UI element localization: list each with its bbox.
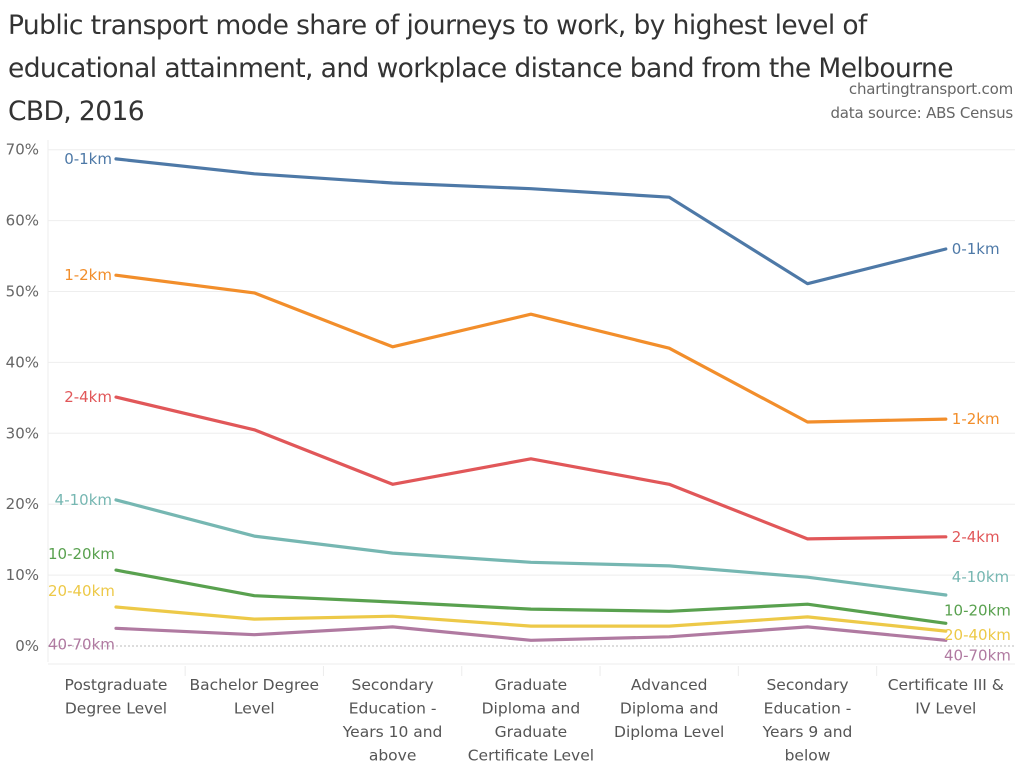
y-tick-label: 30% xyxy=(6,424,39,442)
y-tick-label: 50% xyxy=(6,283,39,301)
x-tick-label-line: Diploma Level xyxy=(614,723,724,741)
series-start-label: 4-10km xyxy=(55,491,112,509)
series-end-label: 10-20km xyxy=(944,601,1011,619)
series-end-label: 1-2km xyxy=(952,410,1000,428)
x-tick-label: Bachelor Degree Level xyxy=(190,676,320,718)
x-tick-label-line: Degree Level xyxy=(65,700,167,718)
x-tick-label: Secondary Education - Years 10 and above xyxy=(342,676,443,765)
x-tick-label-line: Certificate III & xyxy=(888,676,1004,694)
x-tick-label: Certificate III & IV Level xyxy=(888,676,1004,718)
series-start-label: 1-2km xyxy=(64,266,112,284)
x-tick-label-line: Certificate Level xyxy=(468,747,594,765)
series-line-2-4km xyxy=(114,395,948,541)
series-start-label: 20-40km xyxy=(48,582,115,600)
credit-site: chartingtransport.com xyxy=(848,80,1013,98)
x-tick-label: Graduate Diploma and Graduate Certificate L… xyxy=(468,676,594,765)
y-tick-label: 20% xyxy=(6,495,39,513)
series-start-label: 0-1km xyxy=(64,150,112,168)
series-start-label: 40-70km xyxy=(48,635,115,653)
series-end-label: 4-10km xyxy=(952,568,1009,586)
series-end-label: 2-4km xyxy=(952,528,1000,546)
chart-title: Public transport mode share of journeys … xyxy=(8,10,954,127)
x-tick-label-line: Years 9 and xyxy=(762,723,853,741)
credit-source: data source: ABS Census xyxy=(830,104,1013,122)
x-tick-label-line: Secondary xyxy=(766,676,848,694)
x-tick-label-line: Diploma and xyxy=(482,700,581,718)
y-tick-label: 10% xyxy=(6,566,39,584)
x-tick-label-line: Education - xyxy=(349,700,437,718)
x-tick-label-line: Diploma and xyxy=(620,700,719,718)
x-tick-label-line: Education - xyxy=(764,700,852,718)
series-lines xyxy=(114,157,948,642)
x-tick-label-line: Secondary xyxy=(352,676,434,694)
x-tick-label-line: Bachelor Degree xyxy=(190,676,320,694)
series-labels: 0-1km 0-1km 1-2km 1-2km 2-4km 2-4km 4-10km 4-10… xyxy=(48,150,1011,664)
y-tick-label: 70% xyxy=(6,141,39,159)
x-tick-label-line: above xyxy=(369,747,417,765)
x-tick-label-line: Years 10 and xyxy=(342,723,443,741)
series-end-label: 0-1km xyxy=(952,240,1000,258)
x-tick-label-line: Level xyxy=(234,700,275,718)
x-tick-label-line: below xyxy=(785,747,831,765)
x-tick-label-line: IV Level xyxy=(915,700,976,718)
x-tick-label-line: Graduate xyxy=(495,676,568,694)
series-line-20-40km xyxy=(114,605,948,633)
y-tick-label: 60% xyxy=(6,212,39,230)
x-axis: Postgraduate Degree Level Bachelor Degree L… xyxy=(48,663,1015,765)
x-tick-label-line: Advanced xyxy=(631,676,708,694)
series-start-label: 2-4km xyxy=(64,388,112,406)
x-tick-label-line: Graduate xyxy=(495,723,568,741)
series-line-0-1km xyxy=(114,157,948,286)
series-line-4-10km xyxy=(114,498,948,597)
x-tick-label-line: Postgraduate xyxy=(65,676,168,694)
y-tick-label: 0% xyxy=(15,637,39,655)
series-end-label: 40-70km xyxy=(944,646,1011,664)
x-tick-label: Advanced Diploma and Diploma Level xyxy=(614,676,724,741)
gridlines xyxy=(47,140,1015,662)
x-tick-label: Secondary Education - Years 9 and below xyxy=(762,676,853,765)
series-start-label: 10-20km xyxy=(48,545,115,563)
y-tick-label: 40% xyxy=(6,353,39,371)
x-tick-label: Postgraduate Degree Level xyxy=(65,676,168,718)
series-line-10-20km xyxy=(114,568,948,625)
series-line-40-70km xyxy=(114,625,948,642)
series-line-1-2km xyxy=(114,273,948,424)
y-axis: 0% 10% 20% 30% 40% 50% 60% 70% xyxy=(6,141,39,655)
series-end-label: 20-40km xyxy=(944,626,1011,644)
